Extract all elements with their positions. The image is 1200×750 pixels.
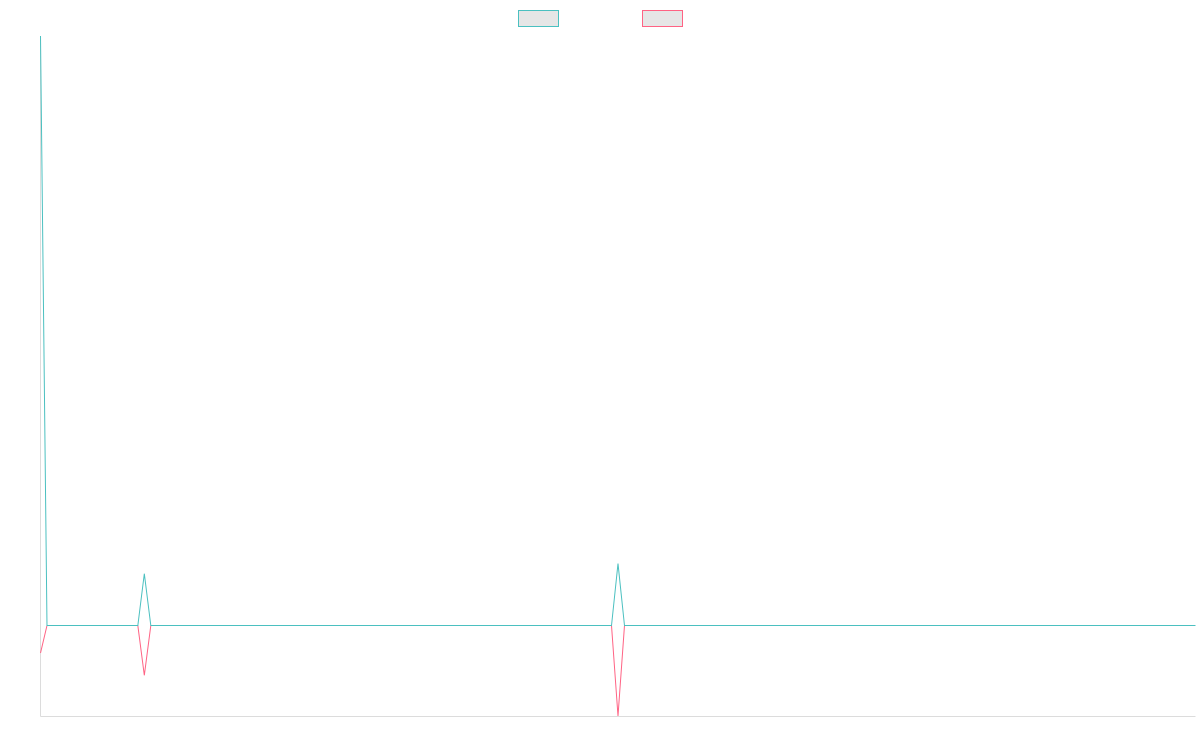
legend[interactable] <box>518 10 683 27</box>
legend-item-2[interactable] <box>642 10 683 27</box>
legend-item-1[interactable] <box>518 10 559 27</box>
legend-swatch-2[interactable] <box>642 10 683 27</box>
series-line-1 <box>40 35 1196 627</box>
chart-axes <box>40 36 1196 717</box>
series-layer <box>40 35 1196 717</box>
series-line-2 <box>40 625 1196 717</box>
legend-swatch-1[interactable] <box>518 10 559 27</box>
